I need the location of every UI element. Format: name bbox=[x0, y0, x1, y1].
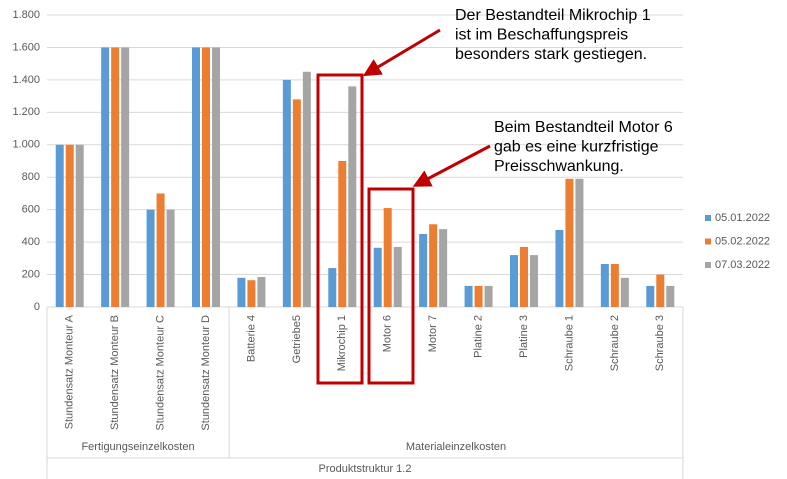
bar bbox=[600, 264, 609, 307]
bar bbox=[156, 193, 165, 307]
annotation: besonders stark gestiegen. bbox=[455, 46, 647, 63]
x-tick-label: Stundensatz Monteur A bbox=[64, 314, 76, 429]
bar bbox=[55, 144, 64, 307]
x-tick-label: Schraube 3 bbox=[654, 315, 666, 371]
legend-swatch bbox=[705, 238, 711, 245]
x-tick-label: Motor 6 bbox=[382, 315, 394, 352]
legend-label: 07.03.2022 bbox=[715, 259, 770, 271]
bar bbox=[555, 229, 564, 307]
bar bbox=[510, 255, 518, 307]
x-tick-label: Platine 3 bbox=[518, 315, 530, 358]
bar bbox=[620, 277, 629, 307]
bar bbox=[292, 99, 301, 307]
y-tick-label: 1.800 bbox=[12, 9, 40, 21]
bar bbox=[530, 255, 538, 307]
bar bbox=[646, 285, 655, 307]
bar bbox=[474, 285, 483, 307]
bar bbox=[101, 47, 110, 307]
bar bbox=[565, 178, 574, 307]
legend-swatch bbox=[705, 262, 711, 268]
y-tick-label: 600 bbox=[22, 204, 40, 216]
bar bbox=[237, 277, 246, 307]
arrow bbox=[362, 28, 441, 77]
legend-label: 05.02.2022 bbox=[715, 235, 770, 247]
bar bbox=[192, 47, 200, 307]
legend-label: 05.01.2022 bbox=[715, 212, 770, 224]
x-axis-label: Produktstruktur 1.2 bbox=[319, 463, 412, 475]
bar bbox=[484, 285, 493, 307]
bar bbox=[247, 280, 256, 307]
y-tick-label: 1.000 bbox=[12, 139, 40, 151]
arrow bbox=[412, 144, 491, 187]
x-tick-label: Schraube 2 bbox=[609, 315, 621, 371]
group-label: Materialeinzelkosten bbox=[406, 441, 506, 453]
bar bbox=[666, 285, 675, 307]
y-tick-label: 1.400 bbox=[12, 74, 40, 86]
bar bbox=[212, 47, 220, 307]
x-tick-label: Schraube 1 bbox=[563, 315, 575, 371]
x-tick-label: Batterie 4 bbox=[245, 315, 257, 362]
bar bbox=[393, 246, 402, 307]
bar bbox=[121, 47, 130, 307]
y-tick-label: 400 bbox=[22, 236, 40, 248]
legend-swatch bbox=[705, 215, 711, 221]
bar bbox=[146, 209, 155, 307]
x-tick-label: Stundensatz Monteur C bbox=[154, 315, 166, 431]
annotation: ist im Beschaffungspreis bbox=[455, 27, 628, 44]
y-tick-label: 1.200 bbox=[12, 106, 40, 118]
x-tick-label: Stundensatz Monteur B bbox=[109, 315, 121, 430]
bar bbox=[439, 229, 448, 307]
x-tick-label: Motor 7 bbox=[427, 315, 439, 352]
bar bbox=[302, 71, 311, 308]
bar bbox=[656, 274, 665, 307]
annotation: Beim Bestandteil Motor 6 bbox=[494, 119, 673, 136]
bar bbox=[419, 234, 428, 307]
y-tick-label: 200 bbox=[22, 268, 40, 280]
bar bbox=[338, 161, 347, 307]
bar bbox=[348, 86, 357, 307]
highlight-box bbox=[316, 73, 364, 385]
group-label: Fertigungseinzelkosten bbox=[81, 441, 194, 453]
bar bbox=[383, 208, 392, 307]
y-tick-label: 0 bbox=[34, 301, 40, 313]
bar bbox=[111, 47, 120, 307]
bar bbox=[282, 79, 291, 307]
x-tick-label: Platine 2 bbox=[472, 315, 484, 358]
y-tick-label: 800 bbox=[22, 171, 40, 183]
x-tick-label: Getriebe5 bbox=[291, 315, 303, 363]
x-tick-label: Stundensatz Monteur D bbox=[200, 315, 212, 431]
bar bbox=[75, 144, 84, 307]
bar bbox=[429, 224, 438, 307]
annotation: gab es eine kurzfristige bbox=[494, 139, 659, 156]
annotation: Der Bestandteil Mikrochip 1 bbox=[455, 7, 651, 24]
bar bbox=[464, 285, 473, 307]
bar bbox=[373, 247, 382, 307]
annotation: Preisschwankung. bbox=[494, 158, 624, 175]
bar bbox=[65, 144, 74, 307]
bar bbox=[166, 209, 175, 307]
bar bbox=[575, 178, 584, 307]
bar bbox=[328, 268, 337, 307]
y-tick-label: 1.600 bbox=[12, 41, 40, 53]
bar bbox=[610, 264, 619, 307]
x-tick-label: Mikrochip 1 bbox=[336, 315, 348, 371]
bar bbox=[202, 47, 210, 307]
highlight-box bbox=[367, 187, 415, 385]
bar bbox=[257, 276, 266, 307]
bar bbox=[520, 246, 528, 307]
